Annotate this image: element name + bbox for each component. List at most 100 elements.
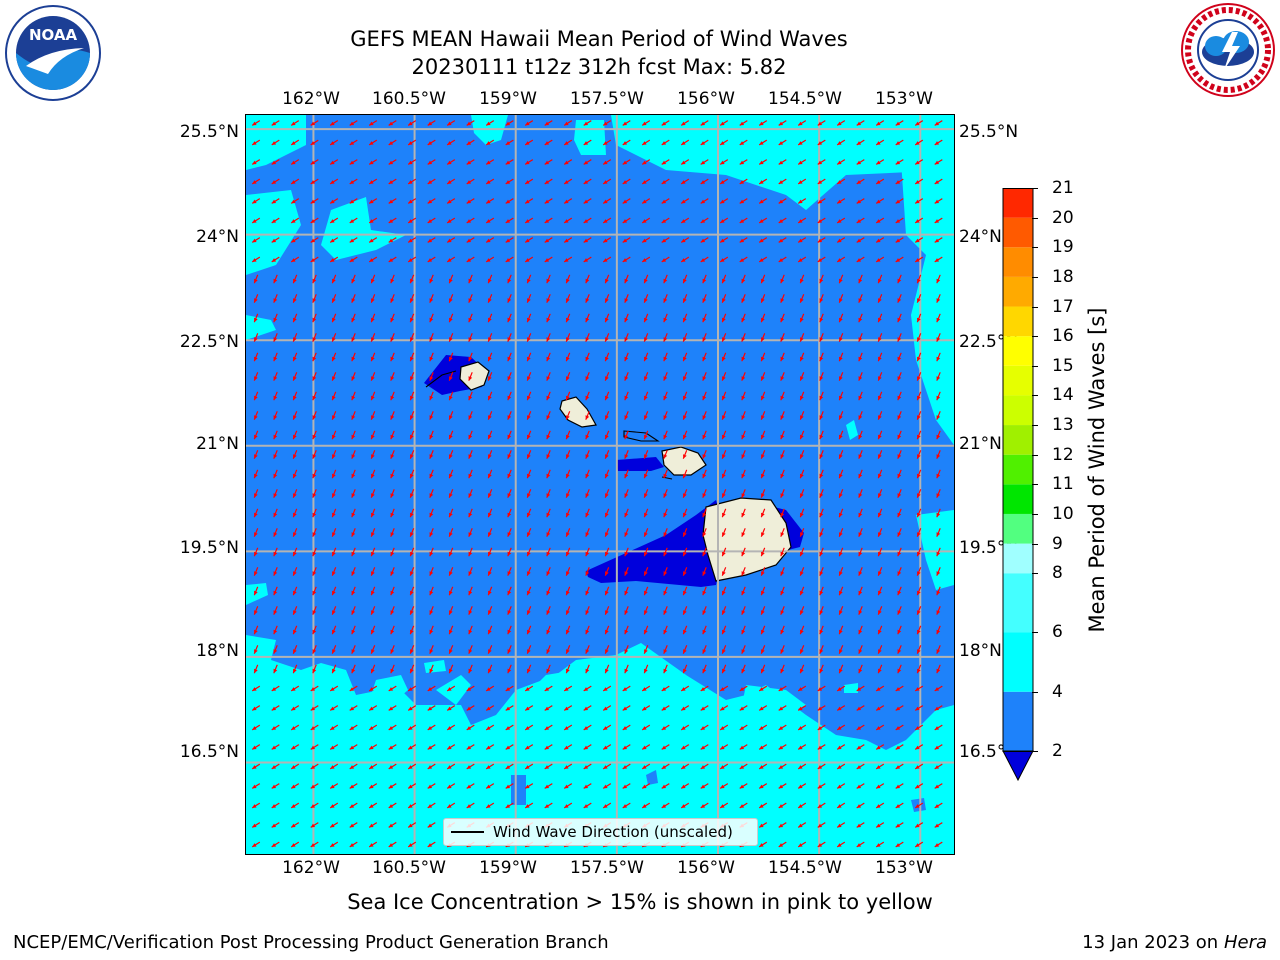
wave-arrow-head: [661, 765, 667, 769]
wave-arrow-head: [800, 298, 804, 303]
wave-arrow-head: [293, 493, 297, 498]
wave-arrow-head: [293, 415, 297, 420]
wave-arrow-head: [934, 141, 940, 145]
wave-arrow-head: [390, 610, 395, 615]
wave-arrow-head: [683, 473, 687, 479]
wave-arrow-head: [915, 784, 920, 789]
wave-arrow-head: [271, 199, 277, 204]
wave-arrow-head: [505, 199, 511, 204]
wave-arrow-head: [449, 493, 453, 498]
wave-arrow-head: [917, 376, 921, 381]
wave-arrow-head: [897, 434, 902, 440]
wave-arrow-head: [839, 415, 843, 420]
wave-arrow-head: [507, 376, 512, 381]
wave-arrow-head: [759, 843, 764, 847]
wave-arrow-head: [837, 121, 842, 126]
wave-arrow-head: [410, 278, 414, 284]
wave-arrow-head: [488, 337, 492, 342]
wave-arrow-head: [780, 551, 785, 557]
wave-arrow-head: [895, 121, 901, 126]
wave-arrow-head: [566, 278, 570, 284]
wave-arrow-head: [371, 610, 375, 615]
wave-arrow-head: [642, 160, 647, 165]
wave-arrow-head: [410, 337, 414, 342]
wave-arrow-head: [488, 532, 492, 537]
wave-arrow-head: [505, 726, 511, 730]
wave-arrow-head: [566, 395, 570, 401]
map-legend: Wind Wave Direction (unscaled): [443, 818, 758, 846]
wave-arrow-head: [642, 199, 647, 204]
wave-arrow-head: [759, 121, 764, 126]
wave-arrow-head: [741, 629, 746, 635]
wave-arrow-head: [388, 726, 394, 730]
wave-arrow-head: [702, 473, 707, 479]
wave-arrow-head: [252, 784, 257, 789]
wave-arrow-head: [936, 629, 941, 635]
wave-arrow-head: [702, 629, 707, 635]
lat-tick-right: 24°N: [959, 227, 1002, 247]
wave-arrow-head: [330, 745, 335, 750]
wave-arrow-head: [486, 687, 491, 691]
wave-arrow-head: [369, 823, 374, 828]
wave-arrow-head: [505, 687, 511, 691]
wave-arrow-head: [683, 571, 687, 576]
wave-arrow-head: [837, 726, 842, 730]
wave-arrow-head: [702, 337, 707, 342]
wave-arrow-head: [410, 454, 414, 459]
wave-arrow-head: [330, 180, 335, 184]
wave-arrow-head: [856, 726, 862, 730]
wave-arrow-head: [915, 745, 920, 750]
wave-arrow-head: [252, 199, 257, 204]
wave-arrow-head: [527, 337, 531, 342]
wave-arrow-head: [429, 454, 434, 459]
wave-arrow-head: [449, 395, 453, 401]
wave-arrow-head: [917, 649, 921, 654]
wave-arrow-head: [897, 415, 902, 420]
wave-arrow-head: [917, 493, 921, 498]
wave-arrow-head: [739, 726, 745, 730]
lon-tick-bottom: 159°W: [479, 858, 537, 878]
wave-arrow-head: [644, 317, 648, 323]
wave-arrow-head: [564, 726, 569, 730]
wave-arrow-head: [273, 649, 278, 654]
wave-arrow-head: [410, 473, 414, 479]
wave-arrow-head: [722, 610, 726, 615]
wave-arrow-head: [252, 687, 257, 691]
wave-arrow-head: [449, 532, 453, 537]
wave-arrow-head: [837, 238, 842, 243]
wave-arrow-head: [468, 317, 473, 323]
wave-arrow-head: [390, 649, 395, 654]
wave-arrow-head: [293, 551, 297, 557]
wave-arrow-head: [722, 278, 726, 284]
wave-arrow-head: [488, 454, 492, 459]
wave-arrow-head: [605, 493, 609, 498]
wave-arrow-head: [371, 532, 375, 537]
wave-arrow-head: [410, 668, 414, 674]
wave-arrow-head: [917, 356, 921, 362]
wave-arrow-head: [663, 376, 668, 381]
wave-arrow-head: [429, 278, 434, 284]
lon-tick-bottom: 154.5°W: [768, 858, 842, 878]
wave-arrow-head: [390, 337, 395, 342]
wave-arrow-head: [488, 512, 492, 518]
wave-arrow-head: [585, 668, 590, 674]
wave-arrow-head: [585, 454, 590, 459]
wave-arrow-head: [800, 512, 804, 518]
wave-arrow-head: [917, 337, 921, 342]
wave-arrow-head: [566, 337, 570, 342]
wave-arrow-head: [546, 454, 551, 459]
wave-arrow-head: [681, 121, 686, 126]
wave-arrow-head: [915, 160, 920, 165]
wave-arrow-head: [507, 454, 512, 459]
wave-arrow-head: [291, 823, 296, 828]
wave-arrow-head: [644, 649, 648, 654]
wave-arrow-head: [778, 823, 784, 828]
wave-arrow-head: [410, 356, 414, 362]
wave-arrow-head: [388, 199, 394, 204]
wave-arrow-head: [371, 434, 375, 440]
wave-arrow-head: [583, 141, 589, 145]
wave-arrow-head: [642, 784, 647, 789]
wave-arrow-head: [934, 745, 940, 750]
wave-arrow-head: [683, 629, 687, 635]
wave-arrow-head: [603, 141, 608, 145]
